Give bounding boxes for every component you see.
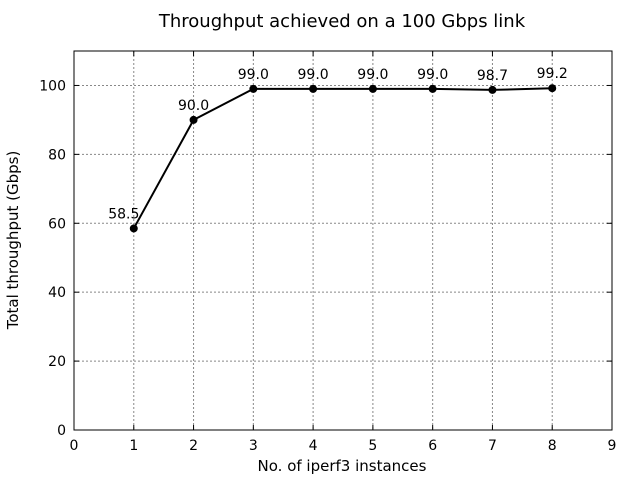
- y-tick-label: 60: [48, 216, 66, 232]
- data-point: [249, 84, 258, 93]
- y-tick-label: 40: [48, 285, 66, 301]
- data-point: [488, 85, 497, 94]
- series-line: [132, 87, 553, 229]
- data-point: [309, 84, 318, 93]
- data-label: 99.0: [298, 67, 329, 83]
- data-label: 98.7: [477, 68, 508, 84]
- grid: [74, 51, 612, 430]
- x-tick-label: 4: [309, 438, 318, 454]
- series: [129, 84, 557, 233]
- x-tick-label: 9: [608, 438, 617, 454]
- data-label: 99.0: [417, 67, 448, 83]
- x-tick-label: 8: [548, 438, 557, 454]
- plot-frame: [73, 50, 613, 431]
- data-point: [548, 84, 557, 93]
- x-axis-label: No. of iperf3 instances: [258, 457, 427, 475]
- x-tick-label: 3: [249, 438, 258, 454]
- y-tick-label: 100: [39, 78, 66, 94]
- y-tick-label: 0: [57, 423, 66, 439]
- data-label: 58.5: [108, 206, 139, 222]
- x-tick-label: 1: [129, 438, 138, 454]
- data-label: 90.0: [178, 98, 209, 114]
- x-tick-label: 5: [368, 438, 377, 454]
- y-tick-label: 80: [48, 147, 66, 163]
- data-label: 99.2: [537, 66, 568, 82]
- x-tick-label: 7: [488, 438, 497, 454]
- y-axis-label: Total throughput (Gbps): [4, 151, 22, 331]
- data-label: 99.0: [357, 67, 388, 83]
- data-point: [189, 115, 198, 124]
- data-point: [428, 84, 437, 93]
- axis-ticks: 0 1 2 3 4 5 6 7 8 9 0 20 40 60 80 100: [39, 51, 616, 454]
- data-point: [368, 84, 377, 93]
- data-labels: 58.5 90.0 99.0 99.0 99.0 99.0 98.7 99.2: [108, 66, 568, 222]
- x-tick-label: 6: [428, 438, 437, 454]
- data-label: 99.0: [238, 67, 269, 83]
- y-tick-label: 20: [48, 354, 66, 370]
- x-tick-label: 0: [70, 438, 79, 454]
- x-tick-label: 2: [189, 438, 198, 454]
- chart-title: Throughput achieved on a 100 Gbps link: [158, 11, 526, 32]
- data-point: [129, 224, 138, 233]
